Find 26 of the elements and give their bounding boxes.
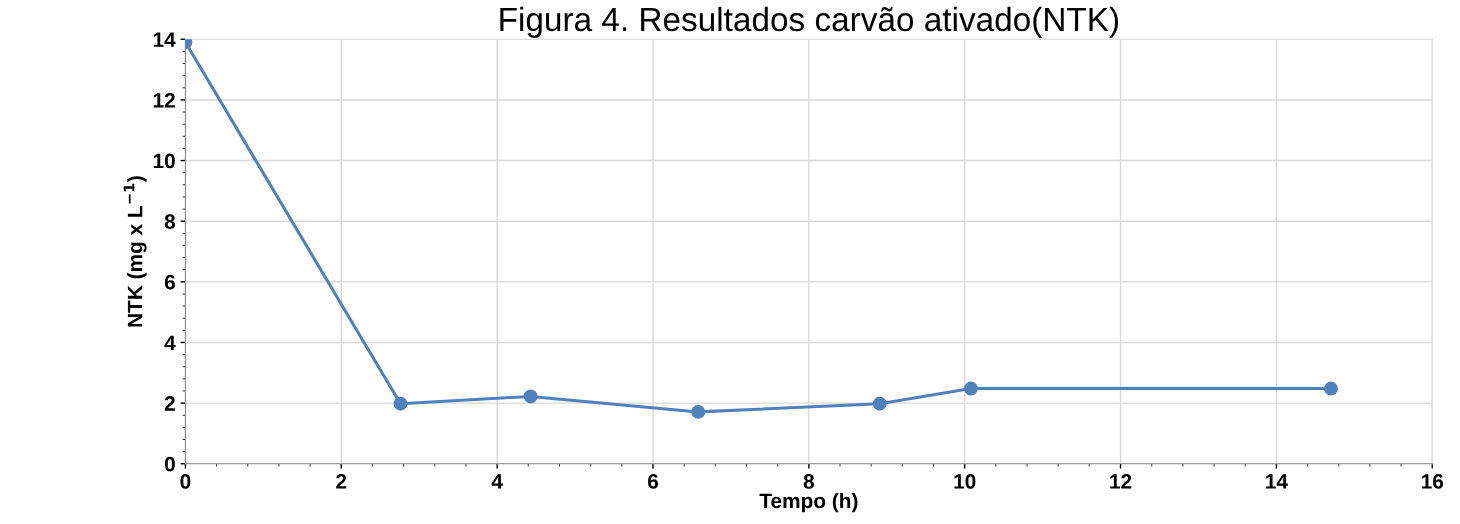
y-tick-label: 4 bbox=[164, 335, 176, 351]
x-tick-label: 6 bbox=[647, 474, 659, 489]
y-tick-label: 2 bbox=[164, 396, 175, 411]
point bbox=[963, 381, 978, 396]
x-tick-label: 0 bbox=[180, 474, 191, 489]
y-tick-label: 0 bbox=[164, 456, 175, 472]
point bbox=[523, 389, 538, 404]
y-tick-label: 6 bbox=[164, 274, 175, 290]
point bbox=[1324, 381, 1338, 396]
x-tick-label: 10 bbox=[954, 474, 976, 489]
x-tick-label: 12 bbox=[1110, 474, 1132, 489]
x-tick-label: 16 bbox=[1421, 474, 1444, 489]
x-tick-label: 2 bbox=[336, 474, 347, 489]
x-tick-label: 8 bbox=[803, 474, 814, 489]
x-tick-label: 14 bbox=[1266, 474, 1288, 489]
x-axis-title: Tempo (h) bbox=[759, 492, 858, 513]
y-axis-title: NTK (mg x L$^{−1}$) bbox=[123, 176, 147, 327]
y-tick-label: 14 bbox=[153, 32, 176, 47]
point bbox=[691, 404, 706, 419]
y-tick-label: 8 bbox=[164, 214, 176, 229]
x-tick-label: 4 bbox=[491, 474, 503, 489]
point bbox=[872, 396, 887, 411]
y-tick-label: 12 bbox=[153, 92, 175, 108]
point bbox=[393, 396, 408, 411]
chart-title: Figura 4. Resultados carvão ativado(NTK) bbox=[500, 6, 1119, 38]
y-tick-label: 10 bbox=[153, 153, 175, 169]
